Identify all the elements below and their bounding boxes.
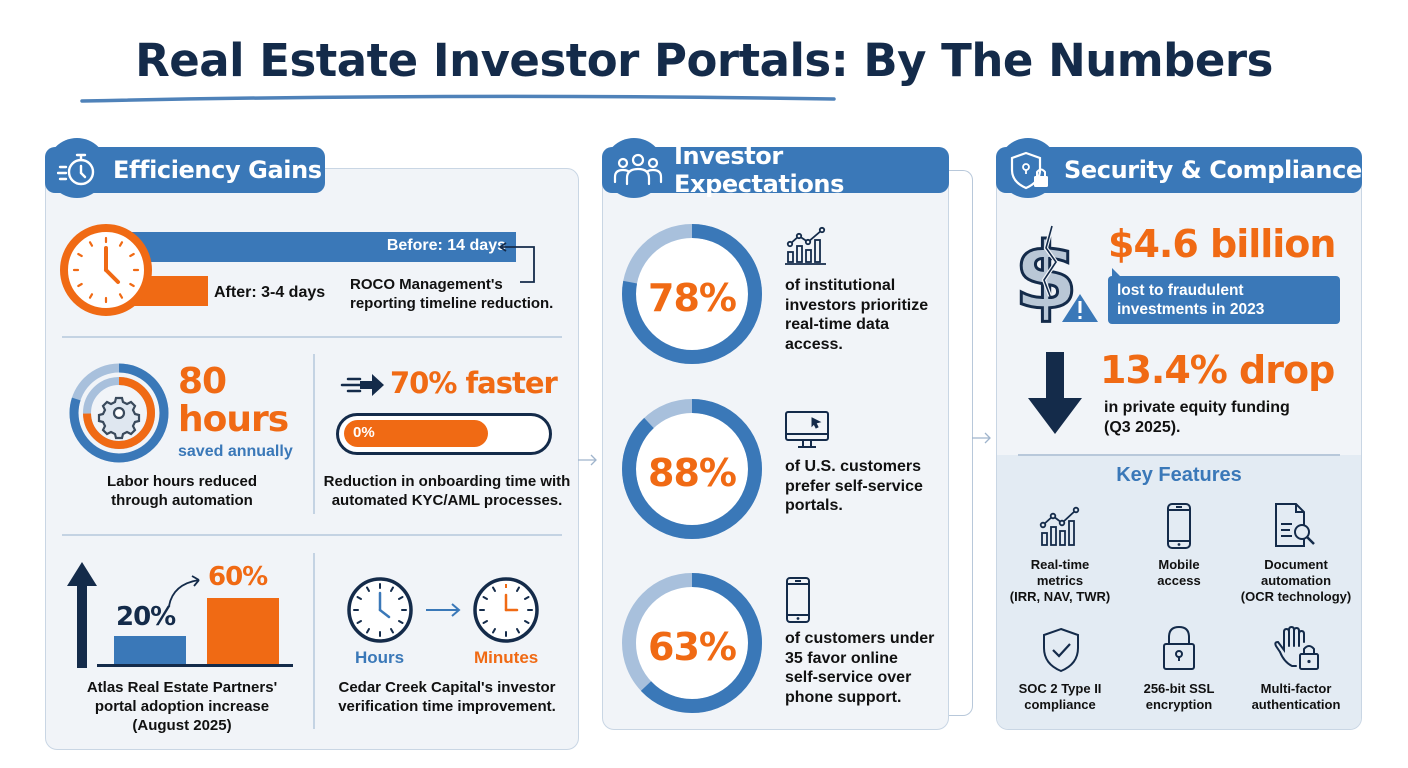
donut-chart-88 bbox=[622, 399, 762, 539]
security-header: Security & Compliance bbox=[996, 147, 1362, 193]
onboarding-progress-fill: 0% bbox=[344, 420, 488, 447]
donut-chart-63 bbox=[622, 573, 762, 713]
expectation-value-2: 88% bbox=[648, 451, 737, 495]
feature-soc2-compliance: SOC 2 Type II compliance bbox=[1018, 681, 1102, 712]
after-label: After: 3-4 days bbox=[214, 284, 326, 301]
security-header-title: Security & Compliance bbox=[1064, 156, 1362, 184]
connector-arrow-icon bbox=[578, 454, 597, 466]
stopwatch-icon bbox=[56, 152, 99, 188]
onboarding-headline: 70% faster bbox=[390, 366, 558, 400]
funding-caption: in private equity funding (Q3 2025). bbox=[1104, 399, 1290, 436]
curved-arrow-icon bbox=[168, 575, 200, 607]
smartphone-icon bbox=[786, 577, 810, 623]
adoption-caption: Atlas Real Estate Partners' portal adopt… bbox=[86, 679, 278, 734]
speed-arrow-icon bbox=[340, 374, 384, 396]
fraud-value: $4.6 billion bbox=[1108, 222, 1336, 266]
page-title: Real Estate Investor Portals: By The Num… bbox=[135, 34, 1273, 87]
feature-multi-factor-auth: Multi-factor authentication bbox=[1251, 681, 1341, 712]
fraud-caption-box: lost to fraudulent investments in 2023 bbox=[1108, 268, 1340, 324]
hours-label: Hours bbox=[355, 648, 405, 667]
up-arrow-icon bbox=[67, 562, 97, 668]
chart-growth-icon bbox=[785, 226, 826, 265]
people-group-icon bbox=[612, 152, 664, 188]
efficiency-header-title: Efficiency Gains bbox=[113, 156, 322, 184]
shield-check-icon bbox=[1043, 627, 1079, 673]
funding-value: 13.4% drop bbox=[1100, 348, 1335, 392]
feature-ssl-encryption: 256-bit SSL encryption bbox=[1143, 681, 1215, 712]
fraud-caption: lost to fraudulent investments in 2023 bbox=[1117, 282, 1265, 318]
onboarding-progress-label: 0% bbox=[353, 424, 375, 441]
onboarding-caption: Reduction in onboarding time with automa… bbox=[323, 473, 571, 509]
feature-mobile-access: Mobile access bbox=[1157, 557, 1201, 588]
verification-caption: Cedar Creek Capital's investor verificat… bbox=[338, 679, 556, 715]
bar-after bbox=[207, 598, 279, 664]
expectations-header-title: Investor Expectations bbox=[674, 142, 844, 198]
expectations-header: Investor Expectations bbox=[602, 142, 949, 198]
onboarding-progress-bar: 0% bbox=[336, 413, 552, 455]
before-label: Before: 14 days bbox=[386, 237, 506, 254]
smartphone-icon bbox=[1167, 503, 1191, 549]
desktop-monitor-icon bbox=[785, 411, 829, 448]
shield-lock-icon bbox=[1008, 150, 1054, 190]
bar-baseline bbox=[97, 664, 293, 667]
expectation-text-3: of customers under 35 favor online self-… bbox=[785, 630, 935, 706]
labor-hours-value: 80 bbox=[178, 361, 227, 402]
before-bar bbox=[130, 232, 516, 262]
labor-hours-caption: Labor hours reduced through automation bbox=[106, 473, 258, 509]
hand-lock-icon bbox=[1274, 625, 1319, 670]
minutes-label: Minutes bbox=[474, 648, 539, 667]
efficiency-header: Efficiency Gains bbox=[45, 147, 325, 193]
clock-minutes-icon bbox=[473, 577, 539, 643]
chart-growth-icon bbox=[1039, 506, 1080, 546]
labor-hours-sub: saved annually bbox=[178, 443, 293, 460]
clock-icon bbox=[60, 224, 152, 316]
labor-hours-unit: hours bbox=[178, 399, 289, 440]
adoption-after-value: 60% bbox=[208, 562, 268, 592]
connector-arrow-icon bbox=[972, 432, 991, 444]
broken-dollar-warning-icon: $ bbox=[1014, 222, 1098, 326]
document-search-icon bbox=[1275, 503, 1315, 547]
feature-real-time-metrics: Real-time metrics (IRR, NAV, TWR) bbox=[1009, 557, 1111, 604]
expectation-text-2: of U.S. customers prefer self-service po… bbox=[785, 458, 923, 514]
clock-hours-icon bbox=[347, 577, 413, 643]
expectation-value-3: 63% bbox=[648, 625, 737, 669]
title-underline bbox=[80, 94, 836, 103]
adoption-before-value: 20% bbox=[116, 602, 176, 632]
reporting-caption: ROCO Management's reporting timeline red… bbox=[350, 276, 554, 312]
bar-before bbox=[114, 636, 186, 664]
feature-document-automation: Document automation (OCR technology) bbox=[1240, 557, 1352, 604]
padlock-icon bbox=[1163, 625, 1195, 670]
bracket-arrow-icon bbox=[499, 242, 535, 283]
key-features-title: Key Features bbox=[1116, 464, 1242, 486]
donut-chart-78 bbox=[622, 224, 762, 364]
expectation-text-1: of institutional investors prioritize re… bbox=[785, 277, 929, 353]
arrow-right-icon bbox=[426, 603, 461, 617]
gear-donut-icon bbox=[69, 363, 169, 463]
down-arrow-icon bbox=[1028, 352, 1082, 434]
expectation-value-1: 78% bbox=[648, 276, 737, 320]
